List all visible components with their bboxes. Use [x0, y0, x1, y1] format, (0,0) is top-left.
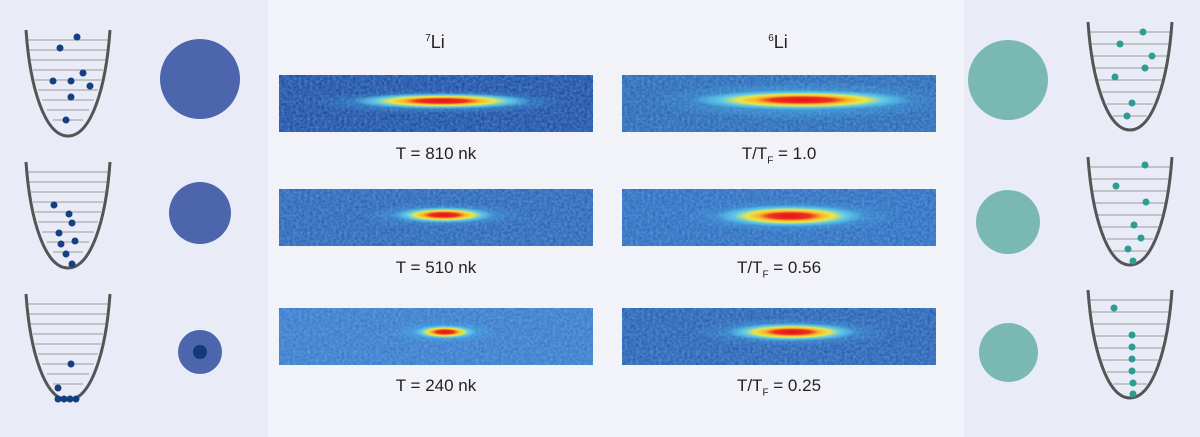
li6-image-0.25	[622, 308, 936, 365]
li6-caption-1: T/TF = 1.0	[741, 144, 817, 167]
boson-cloud-1	[160, 39, 240, 119]
li7-caption-3: T = 240 nk	[395, 376, 477, 395]
li7-column-title: 7Li	[395, 32, 475, 53]
li7-caption-2: T = 510 nk	[395, 258, 477, 277]
fermion-well-2	[1086, 156, 1174, 267]
li6-image-1.0	[622, 75, 936, 132]
li6-column-title: 6Li	[738, 32, 818, 53]
fermion-cloud-1	[968, 40, 1048, 120]
li6-mass-number: 6	[768, 33, 774, 44]
li7-caption-1: T = 810 nk	[395, 144, 477, 163]
boson-well-2	[24, 161, 112, 270]
fermion-cloud-2	[976, 190, 1040, 254]
boson-cloud-3	[178, 330, 222, 374]
boson-cloud-2	[169, 182, 231, 244]
li7-image-240nk	[279, 308, 593, 365]
li6-image-0.56	[622, 189, 936, 246]
fermion-well-1	[1086, 21, 1174, 132]
li6-caption-3: T/TF = 0.25	[736, 376, 822, 399]
boson-well-1	[24, 29, 112, 138]
fermion-well-3	[1086, 289, 1174, 400]
fermion-cloud-3	[979, 323, 1038, 382]
li6-symbol: Li	[773, 32, 788, 52]
li7-mass-number: 7	[425, 33, 431, 44]
li6-caption-2: T/TF = 0.56	[736, 258, 822, 281]
li7-image-510nk	[279, 189, 593, 246]
li7-symbol: Li	[430, 32, 445, 52]
li7-image-810nk	[279, 75, 593, 132]
bec-core-dot	[193, 345, 207, 359]
boson-well-3	[24, 293, 112, 403]
